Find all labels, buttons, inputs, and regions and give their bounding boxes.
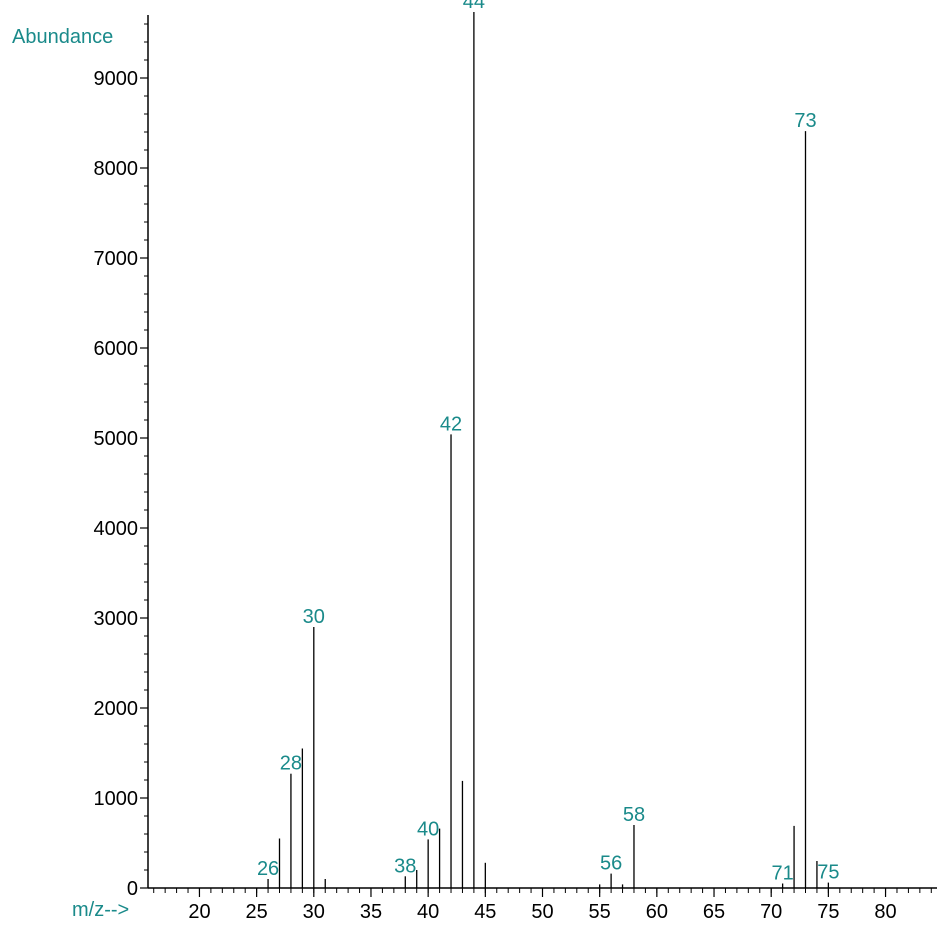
y-tick-label: 5000 bbox=[94, 428, 139, 450]
y-tick-label: 4000 bbox=[94, 518, 139, 540]
peak-label: 73 bbox=[794, 110, 816, 132]
peak-label: 28 bbox=[280, 753, 302, 775]
minor-ticks bbox=[144, 23, 932, 893]
y-tick-label: 7000 bbox=[94, 248, 139, 270]
y-tick-label: 0 bbox=[127, 878, 138, 900]
x-tick-label: 25 bbox=[246, 901, 268, 923]
peak-label: 58 bbox=[623, 804, 645, 826]
y-tick-label: 2000 bbox=[94, 698, 139, 720]
y-tick-label: 1000 bbox=[94, 788, 139, 810]
x-tick-label: 30 bbox=[303, 901, 325, 923]
peak-label: 38 bbox=[394, 855, 416, 877]
x-tick-label: 35 bbox=[360, 901, 382, 923]
peak-label: 71 bbox=[772, 863, 794, 885]
spectrum-peaks bbox=[267, 12, 830, 888]
peak-label: 44 bbox=[463, 0, 485, 13]
peak-label: 56 bbox=[600, 853, 622, 875]
x-tick-label: 70 bbox=[760, 901, 782, 923]
peak-label: 42 bbox=[440, 413, 462, 435]
x-tick-label: 20 bbox=[188, 901, 210, 923]
y-ticks: 0 1000 2000 3000 4000 5000 6000 7000 8000 9000 bbox=[94, 68, 148, 900]
x-tick-label: 50 bbox=[531, 901, 553, 923]
x-axis-title: m/z--> bbox=[72, 899, 129, 921]
y-tick-label: 9000 bbox=[94, 68, 139, 90]
peak-label: 40 bbox=[417, 818, 439, 840]
x-tick-label: 40 bbox=[417, 901, 439, 923]
x-tick-label: 65 bbox=[703, 901, 725, 923]
x-tick-label: 75 bbox=[817, 901, 839, 923]
peak-label: 26 bbox=[257, 858, 279, 880]
x-tick-label: 60 bbox=[646, 901, 668, 923]
peak-label: 30 bbox=[303, 606, 325, 628]
peak-label: 75 bbox=[817, 862, 839, 884]
y-tick-label: 6000 bbox=[94, 338, 139, 360]
x-tick-label: 80 bbox=[874, 901, 896, 923]
y-tick-label: 3000 bbox=[94, 608, 139, 630]
x-tick-label: 55 bbox=[589, 901, 611, 923]
y-axis-title: Abundance bbox=[12, 26, 113, 48]
y-tick-label: 8000 bbox=[94, 158, 139, 180]
x-ticks: 20 25 30 35 40 45 50 55 60 65 70 75 80 bbox=[188, 888, 897, 923]
x-tick-label: 45 bbox=[474, 901, 496, 923]
